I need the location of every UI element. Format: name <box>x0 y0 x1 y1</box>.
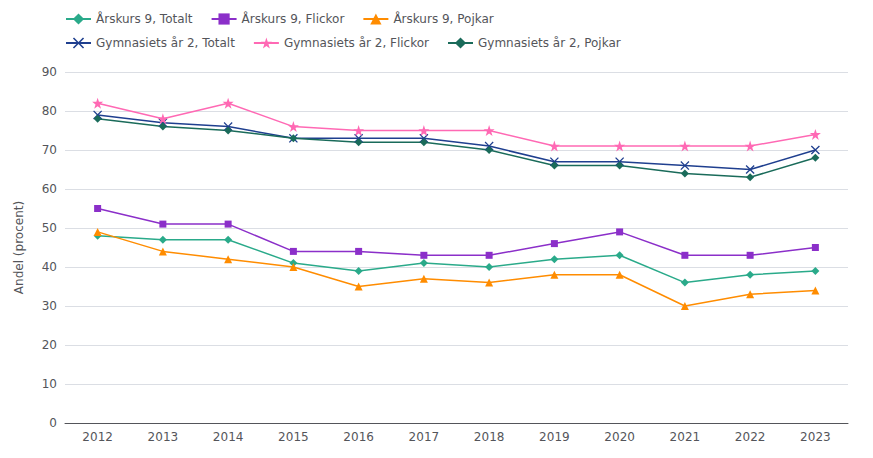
svg-text:40: 40 <box>42 260 57 274</box>
svg-text:2021: 2021 <box>670 430 701 444</box>
svg-text:Gymnasiets år 2, Totalt: Gymnasiets år 2, Totalt <box>96 36 235 50</box>
svg-text:50: 50 <box>42 221 57 235</box>
svg-text:Gymnasiets år 2, Pojkar: Gymnasiets år 2, Pojkar <box>478 36 621 50</box>
svg-text:90: 90 <box>42 65 57 79</box>
svg-text:2018: 2018 <box>474 430 505 444</box>
svg-text:2013: 2013 <box>148 430 179 444</box>
svg-text:2015: 2015 <box>278 430 309 444</box>
svg-text:2014: 2014 <box>213 430 244 444</box>
svg-text:2019: 2019 <box>539 430 570 444</box>
svg-text:Gymnasiets år 2, Flickor: Gymnasiets år 2, Flickor <box>284 36 429 50</box>
svg-text:2012: 2012 <box>82 430 113 444</box>
svg-text:Andel (procent): Andel (procent) <box>12 201 26 294</box>
svg-text:80: 80 <box>42 104 57 118</box>
svg-text:2020: 2020 <box>604 430 635 444</box>
svg-text:20: 20 <box>42 338 57 352</box>
svg-text:2022: 2022 <box>735 430 766 444</box>
svg-text:2023: 2023 <box>800 430 831 444</box>
svg-text:2016: 2016 <box>343 430 374 444</box>
svg-text:10: 10 <box>42 377 57 391</box>
svg-text:30: 30 <box>42 299 57 313</box>
svg-text:Årskurs 9, Pojkar: Årskurs 9, Pojkar <box>393 11 493 26</box>
svg-text:70: 70 <box>42 143 57 157</box>
svg-text:Årskurs 9, Flickor: Årskurs 9, Flickor <box>242 11 345 26</box>
svg-text:2017: 2017 <box>409 430 440 444</box>
svg-text:60: 60 <box>42 182 57 196</box>
svg-text:0: 0 <box>49 416 57 430</box>
svg-text:Årskurs 9, Totalt: Årskurs 9, Totalt <box>96 11 193 26</box>
